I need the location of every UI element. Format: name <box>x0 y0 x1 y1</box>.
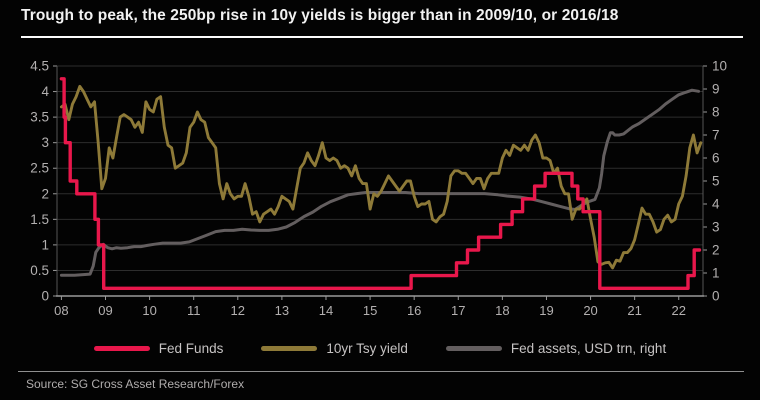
x-axis-tick-label: 16 <box>407 303 421 318</box>
right-axis-tick-label: 6 <box>712 151 720 166</box>
legend-swatch-fed-funds <box>93 345 150 351</box>
x-axis-tick-label: 08 <box>54 303 68 318</box>
right-axis-tick-label: 9 <box>712 82 720 97</box>
right-axis-tick-label: 7 <box>712 128 720 143</box>
legend-label-10yr-tsy-yield: 10yr Tsy yield <box>326 340 408 356</box>
x-axis-tick-label: 11 <box>187 303 201 318</box>
x-axis-tick-label: 20 <box>583 303 597 318</box>
legend-swatch-10yr-tsy-yield <box>261 345 318 351</box>
title-underline <box>21 36 743 38</box>
right-axis-tick-label: 5 <box>712 174 720 189</box>
legend-item-fed-funds: Fed Funds <box>93 340 224 356</box>
series-line-10yr-tsy-yield <box>59 84 703 270</box>
x-axis-tick-label: 21 <box>627 303 641 318</box>
left-axis-tick-label: 4.5 <box>30 59 49 74</box>
left-axis-tick-label: 1.5 <box>30 212 49 227</box>
left-axis-tick-label: 0.5 <box>30 263 49 278</box>
series-line-fed-assets <box>59 88 701 277</box>
left-axis-tick-label: 0 <box>41 289 49 304</box>
x-axis-tick-label: 15 <box>363 303 377 318</box>
x-axis-tick-label: 14 <box>319 303 333 318</box>
legend: Fed Funds 10yr Tsy yield Fed assets, USD t… <box>0 336 760 360</box>
x-axis-tick-label: 18 <box>495 303 509 318</box>
right-axis-tick-label: 10 <box>712 59 727 74</box>
x-axis-tick-label: 09 <box>98 303 112 318</box>
right-axis-tick-label: 4 <box>712 197 720 212</box>
x-axis-tick-label: 12 <box>231 303 245 318</box>
source-divider <box>18 371 744 372</box>
right-axis-tick-label: 3 <box>712 220 720 235</box>
x-axis-tick-label: 13 <box>275 303 289 318</box>
legend-item-fed-assets: Fed assets, USD trn, right <box>445 340 667 356</box>
legend-label-fed-funds: Fed Funds <box>158 340 224 356</box>
left-axis-tick-label: 1 <box>41 237 49 252</box>
source-text: Source: SG Cross Asset Research/Forex <box>26 377 245 391</box>
left-axis-tick-label: 3 <box>41 135 49 150</box>
legend-swatch-fed-assets <box>445 345 502 351</box>
x-axis-tick-label: 17 <box>451 303 465 318</box>
x-axis-tick-label: 22 <box>672 303 686 318</box>
series-line-fed-funds <box>59 77 702 290</box>
x-axis-tick-label: 10 <box>142 303 156 318</box>
chart-title: Trough to peak, the 250bp rise in 10y yi… <box>21 7 619 24</box>
legend-item-10yr-tsy-yield: 10yr Tsy yield <box>261 341 408 356</box>
right-axis-tick-label: 2 <box>712 243 720 258</box>
left-axis-tick-label: 4 <box>41 84 49 99</box>
legend-label-fed-assets: Fed assets, USD trn, right <box>510 340 667 356</box>
left-axis-tick-label: 2.5 <box>30 161 49 176</box>
left-axis-tick-label: 3.5 <box>30 110 49 125</box>
right-axis-tick-label: 1 <box>712 266 720 281</box>
right-axis-tick-label: 8 <box>712 105 720 120</box>
x-axis-tick-label: 19 <box>539 303 553 318</box>
right-axis-tick-label: 0 <box>712 289 720 304</box>
left-axis-tick-label: 2 <box>41 186 49 201</box>
